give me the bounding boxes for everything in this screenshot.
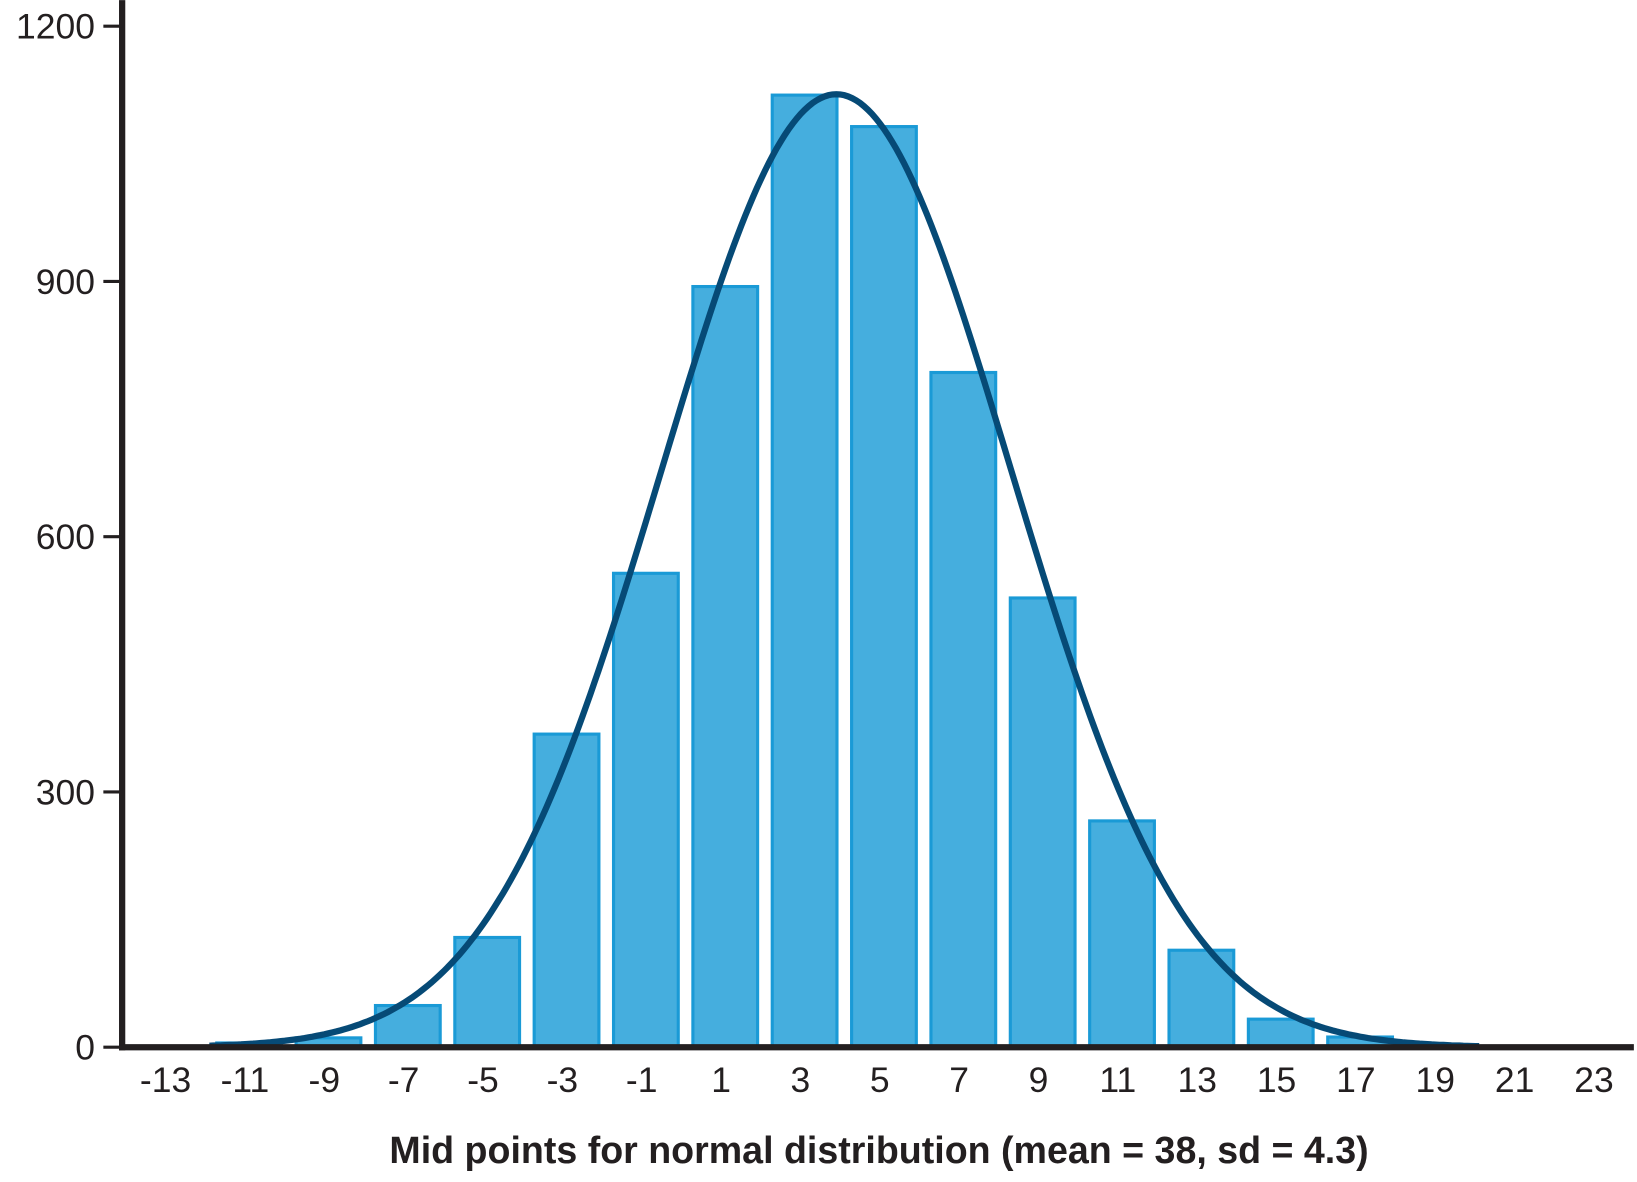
bar [770, 93, 839, 1049]
bar [611, 571, 680, 1049]
y-tick-label: 300 [36, 772, 95, 812]
bar [453, 935, 522, 1049]
y-tick-label: 0 [75, 1028, 95, 1068]
x-tick-label: -7 [388, 1060, 420, 1100]
x-tick-label: 17 [1336, 1060, 1375, 1100]
x-tick-label: -13 [140, 1060, 191, 1100]
y-tick-label: 600 [36, 517, 95, 557]
x-tick-label: 1 [711, 1060, 731, 1100]
x-tick-label: 23 [1574, 1060, 1613, 1100]
x-tick-label: -1 [626, 1060, 658, 1100]
x-tick-label: 19 [1416, 1060, 1455, 1100]
y-tick-label: 900 [36, 262, 95, 302]
bar [1088, 819, 1156, 1049]
y-tick-label: 1200 [16, 7, 95, 47]
x-tick-label: 11 [1099, 1060, 1136, 1100]
axes [119, 0, 1634, 1051]
x-tick-label: -3 [547, 1060, 579, 1100]
x-tick-label: 13 [1177, 1060, 1216, 1100]
x-tick-label: -5 [467, 1060, 499, 1100]
x-tick-label: -11 [221, 1060, 270, 1100]
x-axis-label: Mid points for normal distribution (mean… [389, 1129, 1368, 1171]
x-ticks: -13 -11 -9 -7 -5 -3 -1 1 3 5 7 9 11 13 15 17 19 21 23 [140, 1060, 1614, 1100]
bars [215, 93, 1474, 1049]
bar [1008, 596, 1077, 1049]
x-tick-label: 7 [949, 1060, 969, 1100]
x-tick-label: -9 [309, 1060, 341, 1100]
normal-curve [209, 91, 1480, 1050]
y-ticks: 0 300 600 900 1200 [16, 7, 123, 1068]
x-tick-label: 21 [1495, 1060, 1534, 1100]
bar [850, 125, 918, 1049]
bar [691, 284, 760, 1049]
x-tick-label: 5 [870, 1060, 890, 1100]
x-tick-label: 15 [1257, 1060, 1296, 1100]
x-tick-label: 9 [1029, 1060, 1049, 1100]
x-tick-label: 3 [791, 1060, 811, 1100]
bar [532, 732, 601, 1049]
bar [929, 370, 998, 1049]
